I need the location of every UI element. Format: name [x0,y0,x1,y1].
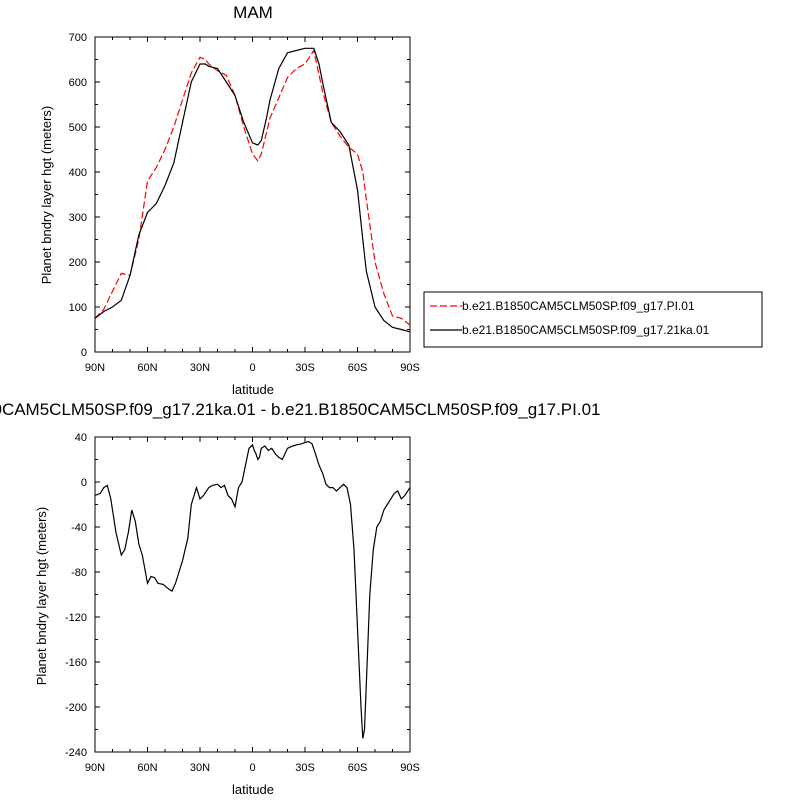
y-tick-label: 40 [75,432,87,444]
legend-box [423,291,763,348]
y-tick-label: 0 [81,347,87,359]
bottom-x-axis: 90N 60N 30N 0 30S 60S 90S [85,437,420,774]
bottom-plot-frame [94,436,411,753]
x-tick-label: 30S [295,762,315,774]
x-tick-label: 0 [249,762,255,774]
x-tick-label: 60S [348,762,368,774]
x-tick-label: 30N [190,762,210,774]
legend-label-pi: b.e21.B1850CAM5CLM50SP.f09_g17.PI.01 [462,299,695,313]
top-plot-frame [94,36,411,353]
y-tick-label: -240 [65,747,87,759]
x-tick-label: 90S [400,362,420,374]
bottom-plot: b.e21.B1850CAM5CLM50SP.f09_g17.21ka.01 -… [0,400,600,797]
y-tick-label: 300 [69,212,87,224]
series-line-difference [94,440,411,739]
top-x-axis: 90N 60N 30N 0 30S 60S 90S [85,37,420,374]
y-tick-label: 700 [69,32,87,44]
top-plot-title: MAM [233,3,273,22]
y-tick-label: 500 [69,122,87,134]
x-tick-label: 90N [85,762,105,774]
top-plot: MAM 90N 60N 30N 0 30S 60S 90S 0 100 200 300 400 500… [39,3,420,397]
top-y-axis: 0 100 200 300 400 500 600 700 [69,32,410,359]
bottom-y-axis: -240 -200 -160 -120 -80 -40 0 40 [65,432,410,759]
legend-label-21ka: b.e21.B1850CAM5CLM50SP.f09_g17.21ka.01 [462,323,710,337]
y-tick-label: 400 [69,167,87,179]
y-tick-label: -40 [71,522,87,534]
y-tick-label: -120 [65,612,87,624]
x-tick-label: 0 [249,362,255,374]
x-tick-label: 60N [137,362,157,374]
x-tick-label: 90N [85,362,105,374]
x-tick-label: 30S [295,362,315,374]
y-tick-label: -80 [71,567,87,579]
y-tick-label: -200 [65,702,87,714]
top-y-axis-title: Planet bndry layer hgt (meters) [39,106,54,284]
legend: b.e21.B1850CAM5CLM50SP.f09_g17.PI.01 b.e… [423,291,763,348]
bottom-x-axis-title: latitude [232,782,274,797]
bottom-plot-title: b.e21.B1850CAM5CLM50SP.f09_g17.21ka.01 -… [0,400,600,419]
x-tick-label: 90S [400,762,420,774]
y-tick-label: 100 [69,302,87,314]
x-tick-label: 30N [190,362,210,374]
y-tick-label: 200 [69,257,87,269]
bottom-y-axis-title: Planet bndry layer hgt (meters) [34,507,49,685]
x-tick-label: 60S [348,362,368,374]
series-line-21ka [94,47,411,333]
y-tick-label: 600 [69,77,87,89]
y-tick-label: -160 [65,657,87,669]
series-line-pi [94,48,411,326]
x-tick-label: 60N [137,762,157,774]
top-x-axis-title: latitude [232,382,274,397]
y-tick-label: 0 [81,477,87,489]
